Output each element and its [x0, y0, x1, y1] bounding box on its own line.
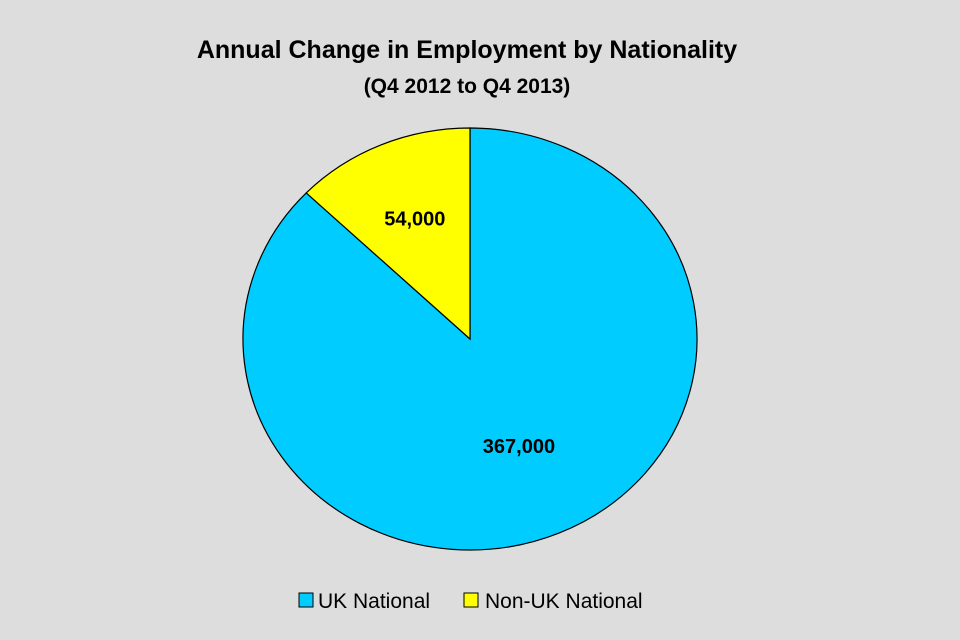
pie-slice-non-uk-national [305, 127, 471, 341]
chart-legend: UK National Non-UK National [298, 590, 643, 613]
slice-label-non-uk-national: 54,000 [384, 209, 445, 231]
pie-slice-labels: 367,000 54,000 [384, 209, 555, 458]
legend-swatch-non-uk-national [463, 592, 479, 608]
pie-slice-uk-national [242, 127, 698, 551]
chart-title: Annual Change in Employment by Nationali… [197, 36, 737, 64]
legend-label-non-uk-national: Non-UK National [485, 590, 643, 613]
legend-swatch-uk-national [298, 592, 314, 608]
slice-label-uk-national: 367,000 [483, 436, 555, 458]
legend-label-uk-national: UK National [318, 590, 430, 613]
chart-subtitle: (Q4 2012 to Q4 2013) [364, 75, 571, 98]
pie-slices [242, 127, 698, 551]
